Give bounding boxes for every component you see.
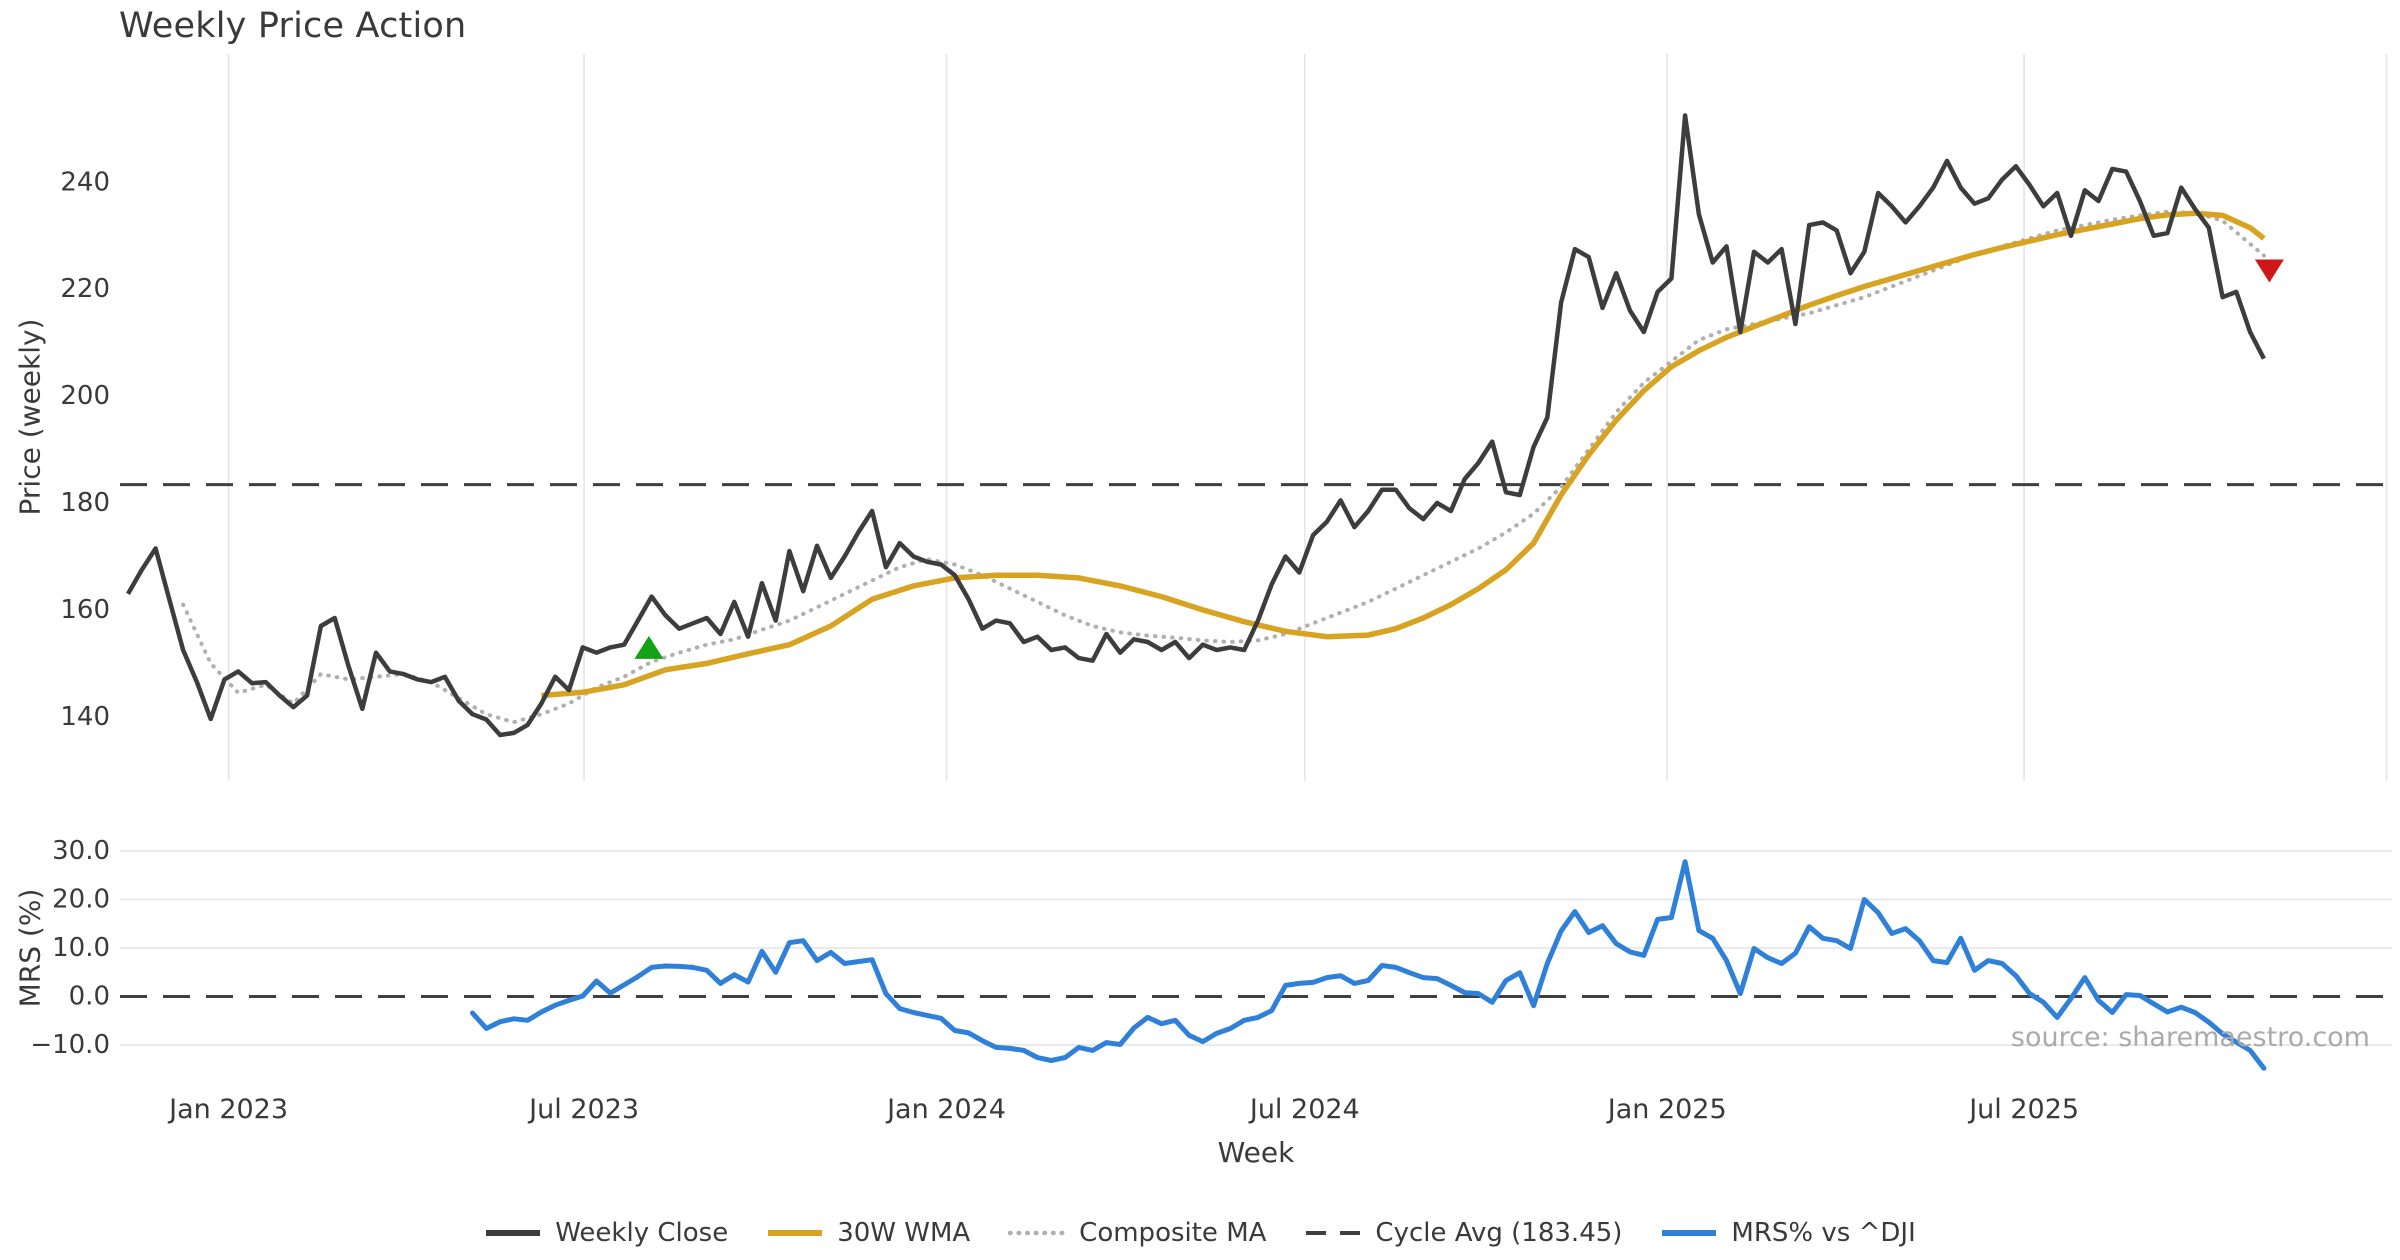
chart-legend: Weekly Close 30W WMA Composite MA Cycle Avg… — [0, 1212, 2400, 1254]
source-watermark: source: sharemaestro.com — [2010, 1022, 2370, 1053]
mrs-tick-label: 30.0 — [52, 836, 110, 866]
mrs-gridlines — [120, 850, 2392, 1046]
x-tick-label: Jul 2024 — [1248, 1094, 1360, 1125]
legend-label: Composite MA — [1079, 1218, 1267, 1248]
price-axis-label: Price (weekly) — [13, 318, 47, 516]
weekly-close-line — [126, 113, 2266, 738]
x-tick-label: Jan 2023 — [167, 1094, 288, 1125]
legend-swatch — [1662, 1230, 1717, 1236]
mrs-tick-label: 20.0 — [52, 885, 110, 915]
legend-label: 30W WMA — [837, 1218, 971, 1248]
price-axis-ticks: 240 220 200 180 160 140 — [60, 167, 110, 732]
composite-ma-line — [181, 209, 2266, 725]
legend-label: Weekly Close — [555, 1218, 729, 1248]
mrs-axis-ticks: 30.0 20.0 10.0 0.0 −10.0 — [30, 836, 110, 1060]
price-tick-label: 140 — [60, 702, 110, 732]
x-axis-label: Week — [1217, 1136, 1295, 1169]
price-tick-label: 180 — [60, 488, 110, 518]
legend-swatch — [486, 1230, 541, 1236]
x-tick-label: Jul 2023 — [527, 1094, 639, 1125]
x-tick-label: Jan 2024 — [885, 1094, 1006, 1125]
legend-item-30w-wma: 30W WMA — [766, 1218, 970, 1248]
x-tick-label: Jan 2025 — [1606, 1094, 1727, 1125]
mrs-tick-label: 10.0 — [52, 933, 110, 963]
legend-item-mrs-vs-dji: MRS% vs ^DJI — [1660, 1218, 1916, 1248]
legend-item-weekly-close: Weekly Close — [484, 1218, 728, 1248]
price-tick-label: 160 — [60, 595, 110, 625]
mrs-line — [470, 859, 2267, 1071]
x-axis-ticks: Jan 2023 Jul 2023 Jan 2024 Jul 2024 Jan 2025… — [167, 1094, 2079, 1125]
buy-signal-marker — [634, 635, 664, 659]
legend-item-composite-ma: Composite MA — [1008, 1218, 1266, 1248]
mrs-tick-label: −10.0 — [30, 1030, 110, 1060]
legend-swatch — [768, 1230, 823, 1236]
legend-swatch — [1008, 1230, 1067, 1236]
price-tick-label: 240 — [60, 167, 110, 197]
mrs-axis-label: MRS (%) — [13, 888, 47, 1008]
mrs-tick-label: 0.0 — [69, 982, 110, 1012]
legend-label: Cycle Avg (183.45) — [1375, 1218, 1623, 1248]
sell-signal-marker — [2254, 259, 2284, 283]
price-tick-label: 220 — [60, 274, 110, 304]
30w-wma-line — [541, 210, 2266, 699]
vertical-gridlines — [227, 54, 2388, 781]
legend-item-cycle-avg-183-45-: Cycle Avg (183.45) — [1304, 1218, 1622, 1248]
legend-swatch — [1306, 1231, 1361, 1235]
price-tick-label: 200 — [60, 381, 110, 411]
chart-title: Weekly Price Action — [119, 6, 467, 46]
legend-label: MRS% vs ^DJI — [1731, 1218, 1916, 1248]
x-tick-label: Jul 2025 — [1967, 1094, 2079, 1125]
